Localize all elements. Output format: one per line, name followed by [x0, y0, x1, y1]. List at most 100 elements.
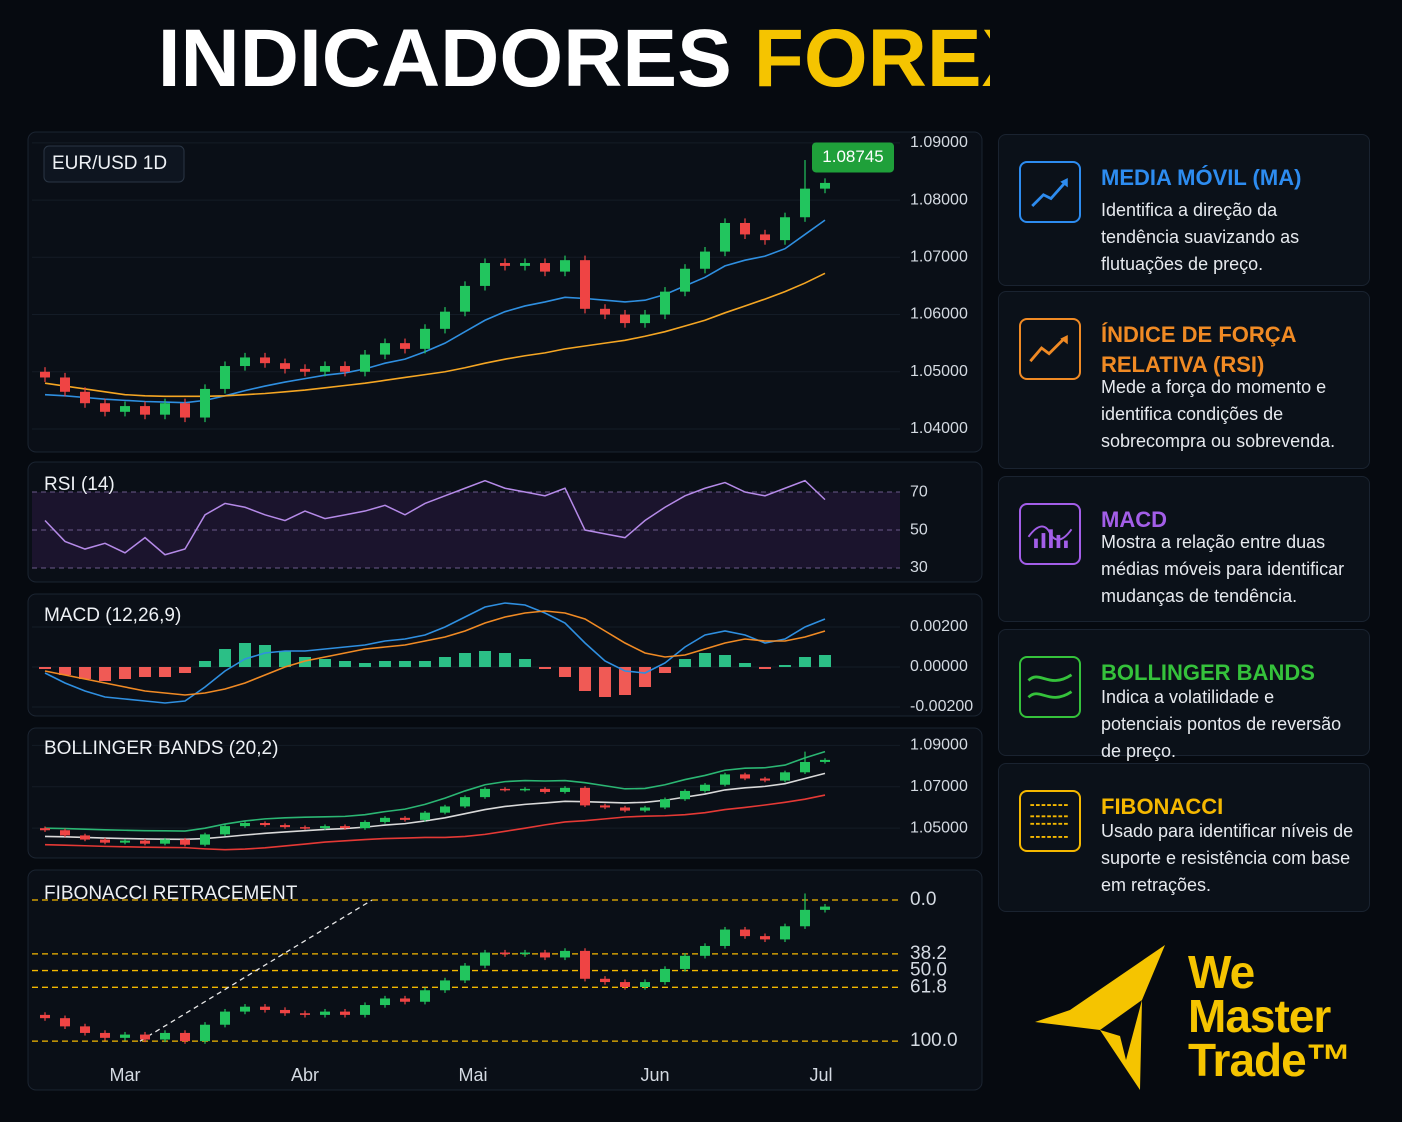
- histogram-bar: [419, 661, 431, 667]
- candle-body: [60, 1018, 70, 1027]
- price-tag-label: 1.08745: [822, 147, 883, 166]
- candle-body: [160, 839, 170, 844]
- y-tick-label: 1.05000: [910, 819, 968, 836]
- y-tick-label: 50.0: [910, 960, 947, 981]
- y-tick-label: 1.06000: [910, 306, 968, 323]
- histogram-bar: [519, 659, 531, 667]
- histogram-bar: [699, 653, 711, 667]
- histogram-bar: [379, 661, 391, 667]
- candle-body: [440, 311, 450, 329]
- histogram-bar: [399, 661, 411, 667]
- candle-body: [300, 368, 310, 372]
- candle-body: [80, 835, 90, 840]
- panel-title: BOLLINGER BANDS (20,2): [44, 738, 278, 759]
- panel: [27, 727, 983, 859]
- candle-body: [360, 821, 370, 829]
- y-tick-label: 1.08000: [910, 191, 968, 208]
- y-tick-label: 1.09000: [910, 737, 968, 754]
- trend-line: [139, 899, 373, 1042]
- candle-body: [760, 936, 770, 940]
- candle-body: [560, 787, 570, 792]
- histogram-bar: [259, 645, 271, 667]
- candle-body: [580, 260, 590, 309]
- card: FIBONACCI Usado para identificar níveis …: [998, 763, 1370, 912]
- candle-body: [680, 268, 690, 292]
- icon: [1019, 503, 1081, 565]
- candle-body: [420, 328, 430, 349]
- y-tick-label: 100.0: [910, 1030, 958, 1051]
- candle-body: [40, 828, 50, 831]
- card-title: FIBONACCI: [1101, 794, 1224, 819]
- candle-body: [800, 761, 810, 773]
- card-title: MEDIA MÓVIL (MA): [1101, 165, 1302, 190]
- logo-line: Master: [1188, 990, 1331, 1042]
- candle-body: [320, 1011, 330, 1015]
- candle-body: [240, 357, 250, 367]
- panel-title: RSI (14): [44, 474, 115, 495]
- y-tick-label: 1.04000: [910, 420, 968, 437]
- candle-body: [680, 955, 690, 969]
- candle-body: [320, 826, 330, 829]
- histogram-bar: [99, 667, 111, 681]
- x-tick-label: Jul: [809, 1065, 832, 1085]
- logo-mark: [1035, 945, 1165, 1090]
- histogram-bar: [719, 655, 731, 667]
- candle-body: [820, 906, 830, 910]
- candle-body: [220, 366, 230, 389]
- candle-body: [400, 817, 410, 820]
- histogram-bar: [579, 667, 591, 691]
- candle-body: [660, 799, 670, 808]
- y-tick-label: 0.00200: [910, 618, 968, 635]
- candle-body: [720, 929, 730, 946]
- histogram-bar: [479, 651, 491, 667]
- histogram-bar: [79, 667, 91, 679]
- card-title: BOLLINGER BANDS: [1101, 660, 1315, 685]
- x-tick-label: Jun: [640, 1065, 669, 1085]
- candle-body: [240, 823, 250, 827]
- candle-body: [500, 788, 510, 791]
- icon: [1019, 161, 1081, 223]
- histogram-bar: [619, 667, 631, 695]
- candle-body: [660, 291, 670, 315]
- candle-body: [120, 1034, 130, 1038]
- candle-body: [300, 1013, 310, 1015]
- histogram-bar: [539, 667, 551, 669]
- line: [44, 479, 826, 556]
- logo: We Master Trade™: [1188, 949, 1352, 1083]
- card-text: Identifica a direção da tendência suaviz…: [1101, 200, 1300, 274]
- candle-body: [500, 263, 510, 266]
- candle-body: [820, 759, 830, 762]
- y-tick-label: 1.07000: [910, 778, 968, 795]
- histogram-bar: [559, 667, 571, 677]
- candle-body: [160, 403, 170, 415]
- candle-body: [480, 263, 490, 286]
- card: BOLLINGER BANDS Indica a volatilidade e …: [998, 629, 1370, 761]
- card-title: ÍNDICE DE FORÇA RELATIVA (RSI): [1101, 322, 1296, 377]
- candle-body: [480, 952, 490, 966]
- candle-body: [480, 788, 490, 798]
- candle-body: [700, 251, 710, 269]
- candle-body: [40, 371, 50, 378]
- candle-body: [540, 952, 550, 958]
- line: [44, 794, 826, 851]
- candle-body: [700, 784, 710, 791]
- line: [44, 602, 826, 704]
- histogram-bar: [179, 667, 191, 673]
- histogram-bar: [59, 667, 71, 675]
- candle-body: [80, 1026, 90, 1033]
- candle-body: [740, 929, 750, 937]
- candle-body: [600, 308, 610, 315]
- candle-body: [460, 797, 470, 807]
- candle-body: [720, 222, 730, 252]
- icon: [1019, 318, 1081, 380]
- histogram-bar: [159, 667, 171, 677]
- candle-body: [360, 1005, 370, 1015]
- candle-body: [640, 807, 650, 811]
- candle-body: [400, 343, 410, 349]
- y-tick-label: 38.2: [910, 943, 947, 964]
- candle-body: [60, 377, 70, 392]
- candle-body: [780, 926, 790, 940]
- x-tick-label: Mai: [458, 1065, 487, 1085]
- line: [44, 610, 826, 696]
- candle-body: [200, 834, 210, 845]
